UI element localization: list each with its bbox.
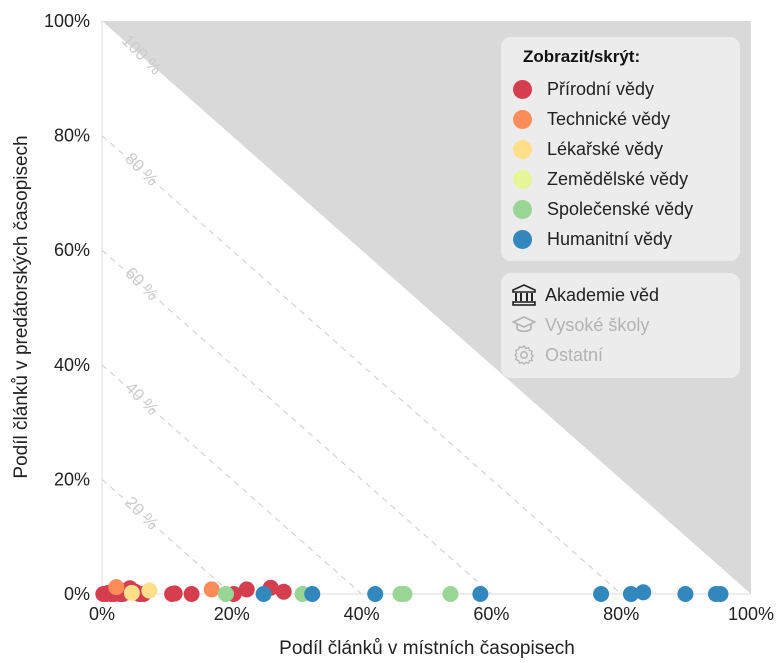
legend-color-dot — [513, 79, 532, 99]
institution-legend-label: Vysoké školy — [545, 314, 650, 335]
diagonal-line — [101, 249, 492, 595]
legend-label: Technické vědy — [547, 108, 671, 129]
legend-item[interactable]: Přírodní vědy — [511, 75, 654, 103]
data-point — [472, 586, 489, 602]
y-tick-label: 80% — [54, 126, 90, 146]
data-point — [255, 586, 272, 602]
x-tick-labels: 0% 20% 40% 60% 80% 100% — [89, 604, 774, 624]
legend-item[interactable]: Humanitní vědy — [511, 225, 672, 253]
data-point — [275, 583, 292, 600]
y-tick-label: 20% — [54, 469, 90, 489]
diagonal-label: 20 % — [121, 493, 162, 534]
legend-title: Zobrazit/skrýt: — [523, 47, 641, 66]
data-point — [396, 586, 413, 602]
legend-label: Zemědělské vědy — [547, 168, 689, 189]
diagonal-line — [101, 479, 233, 595]
diagonal-line — [101, 364, 362, 595]
discipline-legend: Zobrazit/skrýt: Přírodní vědy Technické v… — [501, 37, 740, 261]
x-tick-label: 60% — [473, 604, 509, 624]
diagonal-label: 40 % — [121, 378, 162, 419]
legend-item[interactable]: Lékařské vědy — [511, 135, 663, 163]
x-tick-label: 40% — [344, 604, 380, 624]
y-tick-label: 40% — [54, 355, 90, 375]
legend-color-dot — [513, 229, 532, 249]
y-tick-label: 60% — [54, 240, 90, 260]
data-point — [203, 581, 220, 598]
data-point — [238, 581, 255, 598]
y-tick-label: 0% — [64, 584, 90, 604]
institution-legend-label: Ostatní — [545, 344, 604, 365]
data-point — [108, 579, 125, 596]
institution-legend-item[interactable]: Vysoké školy — [511, 311, 649, 339]
graduation-cap-icon — [511, 313, 537, 337]
x-axis-label: Podíl článků v místních časopisech — [279, 638, 575, 659]
building-columns-icon — [511, 283, 537, 307]
diagonal-line — [101, 135, 622, 595]
data-points — [95, 579, 729, 602]
data-point — [123, 584, 140, 601]
gear-icon — [511, 343, 537, 367]
data-point — [635, 584, 652, 601]
x-tick-label: 100% — [728, 604, 774, 624]
legend-color-dot — [513, 169, 532, 189]
data-point — [183, 586, 200, 602]
institution-legend-item[interactable]: Ostatní — [511, 341, 603, 369]
y-tick-labels: 0% 20% 40% 60% 80% 100% — [44, 11, 90, 604]
data-point — [593, 586, 610, 602]
diagonal-label: 60 % — [121, 263, 162, 304]
legend-label: Lékařské vědy — [547, 138, 664, 159]
institution-legend-item[interactable]: Akademie věd — [511, 281, 659, 309]
legend-color-dot — [513, 109, 532, 129]
x-tick-label: 0% — [89, 604, 115, 624]
data-point — [442, 586, 459, 602]
legend-item[interactable]: Technické vědy — [511, 105, 670, 133]
data-point — [367, 586, 384, 602]
y-axis-label: Podíl článků v predátorských časopisech — [11, 135, 32, 478]
legend-item[interactable]: Zemědělské vědy — [511, 165, 688, 193]
data-point — [166, 585, 183, 602]
legend-label: Společenské vědy — [547, 198, 694, 219]
data-point — [304, 586, 321, 602]
legend-color-dot — [513, 199, 532, 219]
diagonal-label: 80 % — [121, 149, 162, 190]
data-point — [141, 582, 158, 599]
institution-legend: Akademie věd Vysoké školy Ostatní — [501, 273, 740, 378]
data-point — [712, 586, 729, 602]
legend-label: Přírodní vědy — [547, 78, 655, 99]
y-tick-label: 100% — [44, 11, 90, 31]
institution-legend-label: Akademie věd — [545, 284, 660, 305]
legend-color-dot — [513, 139, 532, 159]
data-point — [622, 586, 639, 602]
legend-item[interactable]: Společenské vědy — [511, 195, 693, 223]
x-tick-label: 80% — [603, 604, 639, 624]
legend-label: Humanitní vědy — [547, 228, 673, 249]
x-tick-label: 20% — [214, 604, 250, 624]
data-point — [677, 586, 694, 602]
data-point — [217, 586, 234, 602]
